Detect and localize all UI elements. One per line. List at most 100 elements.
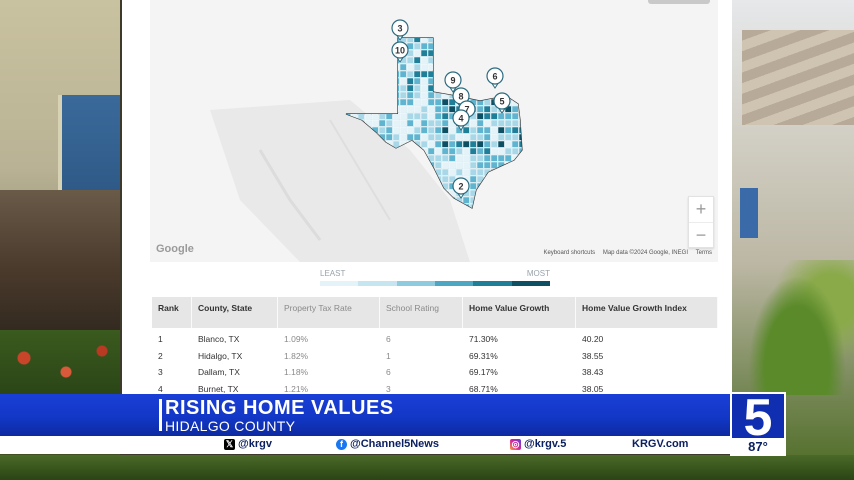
county-cell: [483, 112, 491, 120]
county-cell: [456, 211, 462, 217]
cell-school: 1: [386, 350, 391, 361]
county-cell: [490, 112, 498, 120]
county-cell: [378, 84, 386, 92]
county-cell: [350, 70, 358, 78]
county-cell: [469, 77, 477, 85]
texas-county-map[interactable]: 3 10 9 6 874 5 2: [150, 0, 718, 262]
county-cell: [350, 56, 358, 64]
county-cell: [511, 140, 519, 148]
county-cell: [364, 49, 372, 57]
header-growth-index[interactable]: Home Value Growth Index: [576, 297, 718, 328]
terms-link[interactable]: Terms: [695, 250, 712, 256]
county-cell: [385, 56, 393, 64]
cell-index: 38.05: [582, 383, 604, 394]
county-cell: [392, 91, 400, 99]
terrain-ridge: [258, 149, 322, 241]
map-marker[interactable]: 4: [452, 109, 470, 131]
county-cell: [504, 196, 512, 204]
table-row[interactable]: 1 Blanco, TX 1.09% 6 71.30% 40.20: [152, 331, 718, 348]
county-cell: [413, 49, 421, 57]
header-home-value-growth[interactable]: Home Value Growth: [463, 297, 576, 328]
county-cell: [448, 56, 456, 64]
county-cell: [490, 168, 498, 176]
county-cell: [364, 77, 372, 85]
table-row[interactable]: 4 Burnet, TX 1.21% 3 68.71% 38.05: [152, 380, 718, 397]
county-cell: [462, 38, 470, 43]
county-cell: [469, 154, 477, 162]
map-marker[interactable]: 9: [444, 71, 462, 93]
map-marker-label: 8: [458, 92, 463, 102]
county-cell: [455, 154, 463, 162]
county-cell: [427, 133, 435, 141]
map-panel[interactable]: 3 10 9 6 8 7 4 5 2 + − Google Keyboard shortcuts…: [150, 0, 718, 262]
county-cell: [385, 63, 393, 71]
zoom-control[interactable]: + −: [688, 196, 714, 248]
county-cell: [497, 84, 505, 92]
county-cell: [364, 84, 372, 92]
county-cell: [448, 38, 456, 43]
county-cell: [462, 168, 470, 176]
county-cell: [385, 133, 393, 141]
county-cell: [371, 63, 379, 71]
county-cell: [518, 196, 522, 204]
county-cell: [455, 38, 463, 43]
county-cell: [483, 147, 491, 155]
legend-swatch: [358, 281, 397, 286]
county-cell: [434, 105, 442, 113]
cell-county: Blanco, TX: [198, 334, 240, 345]
table-row[interactable]: 3 Dallam, TX 1.18% 6 69.17% 38.43: [152, 364, 718, 381]
county-cell: [504, 56, 512, 64]
county-cell: [476, 70, 484, 78]
zoom-in-button[interactable]: +: [695, 199, 707, 219]
legend-swatch: [434, 281, 474, 286]
county-cell: [504, 119, 512, 127]
county-cell: [420, 112, 428, 120]
header-school-rating[interactable]: School Rating: [380, 297, 463, 328]
county-cell: [448, 140, 456, 148]
county-cell: [476, 133, 484, 141]
map-control-button[interactable]: [648, 0, 710, 4]
county-cell: [483, 42, 491, 50]
county-cell: [399, 98, 407, 106]
county-cell: [455, 49, 463, 57]
county-cell: [420, 105, 428, 113]
county-cell: [490, 175, 498, 183]
map-marker[interactable]: 6: [486, 67, 504, 89]
header-rank[interactable]: Rank: [152, 297, 192, 328]
county-cell: [399, 77, 407, 85]
map-marker[interactable]: 2: [452, 177, 470, 199]
county-cell: [511, 175, 519, 183]
county-cell: [357, 77, 365, 85]
county-cell: [378, 38, 386, 43]
county-cell: [462, 133, 470, 141]
table-row[interactable]: 2 Hidalgo, TX 1.82% 1 69.31% 38.55: [152, 347, 718, 364]
county-cell: [427, 105, 435, 113]
map-marker[interactable]: 3: [391, 19, 409, 41]
county-cell: [518, 189, 522, 197]
county-cell: [357, 56, 365, 64]
county-cell: [371, 77, 379, 85]
zoom-out-button[interactable]: −: [689, 222, 713, 247]
map-markers: 3 10 9 6 874 5 2: [391, 19, 511, 199]
county-cell: [469, 147, 477, 155]
map-marker[interactable]: 5: [493, 92, 511, 114]
county-cell: [378, 119, 386, 127]
county-cell: [413, 84, 421, 92]
county-cell: [455, 168, 463, 176]
county-cell: [392, 98, 400, 106]
header-county[interactable]: County, State: [192, 297, 278, 328]
county-cell: [413, 133, 421, 141]
county-cell: [434, 112, 442, 120]
county-cell: [483, 161, 491, 169]
county-cell: [378, 91, 386, 99]
header-property-tax[interactable]: Property Tax Rate: [278, 297, 380, 328]
keyboard-shortcuts-link[interactable]: Keyboard shortcuts: [543, 250, 596, 256]
county-cell: [518, 161, 522, 169]
county-cell: [511, 42, 519, 50]
county-cell: [504, 70, 512, 78]
county-cell: [378, 77, 386, 85]
county-cell: [518, 38, 522, 43]
county-cell: [346, 91, 351, 99]
legend-swatch: [320, 281, 359, 286]
map-marker[interactable]: 10: [391, 41, 409, 63]
